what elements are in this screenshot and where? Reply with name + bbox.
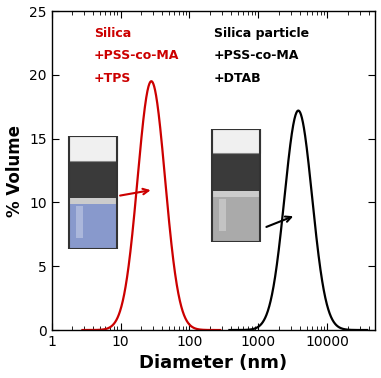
Text: Silica particle: Silica particle — [213, 27, 309, 40]
Text: +PSS-co-MA: +PSS-co-MA — [213, 50, 299, 62]
Bar — [69, 136, 117, 161]
Bar — [212, 153, 260, 191]
Bar — [212, 191, 260, 197]
Bar — [219, 199, 226, 231]
Y-axis label: % Volume: % Volume — [6, 124, 24, 217]
Text: +DTAB: +DTAB — [213, 72, 261, 85]
Bar — [76, 206, 83, 238]
Bar — [69, 161, 117, 198]
Text: +PSS-co-MA: +PSS-co-MA — [94, 50, 179, 62]
Text: Silica: Silica — [94, 27, 131, 40]
Bar — [69, 198, 117, 204]
Text: +TPS: +TPS — [94, 72, 131, 85]
Bar — [69, 204, 117, 249]
Bar — [212, 129, 260, 153]
Bar — [212, 197, 260, 242]
X-axis label: Diameter (nm): Diameter (nm) — [139, 355, 288, 372]
